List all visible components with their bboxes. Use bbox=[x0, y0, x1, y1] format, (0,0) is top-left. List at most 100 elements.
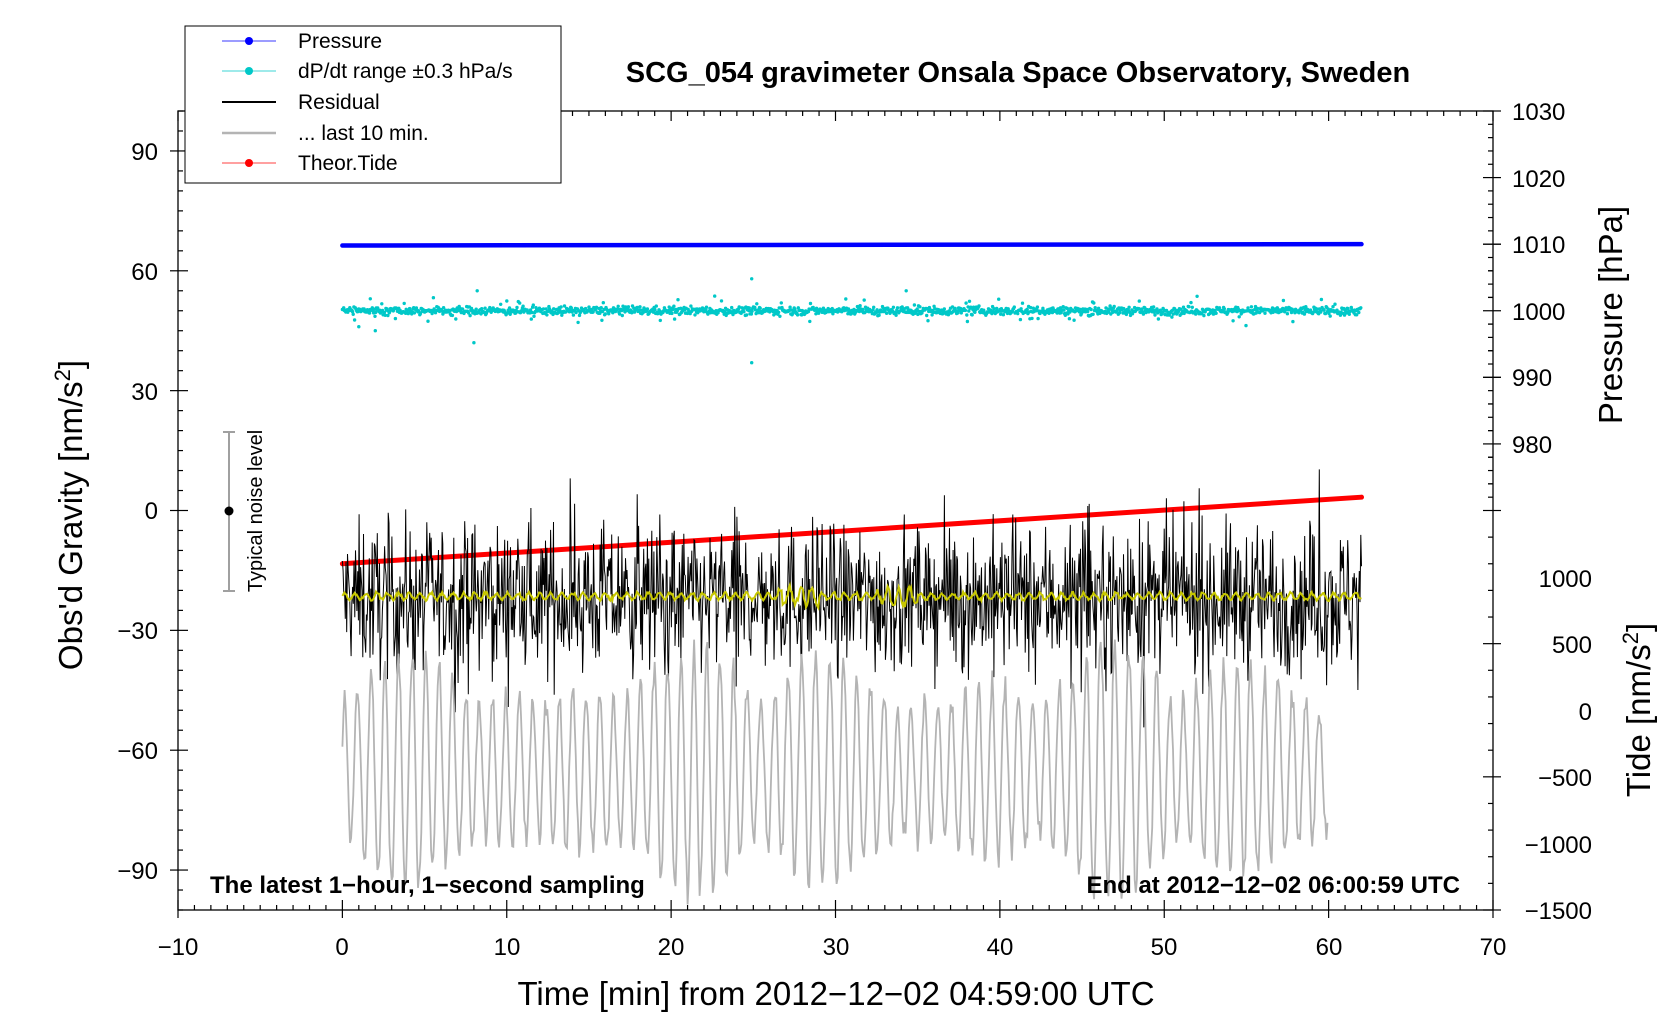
tide-axis-title: Tide [nm/s2] bbox=[1618, 623, 1657, 797]
dpdt-point bbox=[808, 301, 813, 306]
dpdt-point bbox=[1281, 298, 1286, 303]
dpdt-point bbox=[982, 308, 986, 312]
dpdt-point bbox=[545, 313, 549, 317]
dpdt-point bbox=[999, 312, 1003, 316]
dpdt-point bbox=[1018, 317, 1023, 322]
dpdt-point bbox=[894, 313, 898, 317]
dpdt-point bbox=[638, 305, 642, 309]
left-tick-label: 0 bbox=[145, 498, 158, 525]
dpdt-point bbox=[1359, 306, 1363, 310]
dpdt-point bbox=[918, 305, 922, 309]
pressure-tick-label: 1010 bbox=[1512, 232, 1565, 259]
dpdt-point bbox=[1141, 312, 1146, 316]
pressure-tick-label: 980 bbox=[1512, 432, 1552, 459]
dpdt-point bbox=[620, 313, 624, 318]
noise-level-indicator: Typical noise level bbox=[223, 430, 267, 592]
dpdt-point bbox=[1355, 313, 1359, 317]
dpdt-point bbox=[953, 306, 957, 311]
dpdt-point bbox=[776, 310, 781, 314]
dpdt-point bbox=[574, 310, 578, 315]
legend-marker bbox=[245, 67, 253, 75]
dpdt-point bbox=[753, 308, 758, 312]
left-tick-label: −60 bbox=[117, 738, 158, 765]
dpdt-point bbox=[342, 306, 346, 310]
dpdt-point bbox=[1255, 306, 1260, 311]
pressure-series bbox=[340, 241, 1364, 248]
residual-series bbox=[341, 469, 1362, 728]
dpdt-point bbox=[904, 289, 908, 293]
annotation-sampling: The latest 1−hour, 1−second sampling bbox=[210, 872, 645, 899]
dpdt-point bbox=[601, 301, 605, 305]
dpdt-point bbox=[891, 305, 896, 309]
dpdt-point bbox=[676, 298, 680, 302]
dpdt-point bbox=[1117, 311, 1122, 315]
dpdt-point bbox=[672, 317, 677, 321]
dpdt-point bbox=[474, 307, 478, 311]
left-tick-label: 60 bbox=[131, 259, 158, 286]
residual-line bbox=[341, 469, 1362, 728]
dpdt-point bbox=[373, 314, 377, 318]
tide-tick-label: 500 bbox=[1552, 632, 1592, 659]
dpdt-point bbox=[1151, 305, 1156, 309]
dpdt-point bbox=[779, 301, 783, 305]
dpdt-point bbox=[1237, 315, 1241, 319]
x-tick-label: 20 bbox=[658, 934, 685, 961]
dpdt-point bbox=[418, 311, 423, 316]
dpdt-point bbox=[362, 307, 366, 311]
dpdt-point bbox=[844, 297, 848, 301]
dpdt-point bbox=[621, 304, 625, 308]
dpdt-point bbox=[912, 303, 917, 307]
dpdt-point bbox=[1319, 297, 1324, 302]
dpdt-point bbox=[407, 306, 412, 311]
dpdt-point bbox=[704, 305, 709, 309]
dpdt-point bbox=[599, 306, 603, 310]
dpdt-point bbox=[1061, 305, 1065, 309]
dpdt-point bbox=[499, 302, 503, 306]
dpdt-point bbox=[480, 307, 484, 311]
dpdt-point bbox=[426, 319, 430, 323]
dpdt-point bbox=[530, 310, 534, 315]
dpdt-point bbox=[518, 301, 522, 305]
dpdt-point bbox=[963, 308, 968, 313]
dpdt-point bbox=[1078, 307, 1082, 312]
legend-item-tide: Theor.Tide bbox=[222, 152, 398, 175]
dpdt-point bbox=[1195, 294, 1199, 298]
dpdt-point bbox=[1137, 306, 1141, 311]
dpdt-point bbox=[357, 325, 361, 329]
dpdt-point bbox=[1086, 309, 1090, 314]
dpdt-point bbox=[560, 313, 564, 317]
legend-label: Pressure bbox=[298, 30, 382, 53]
dpdt-point bbox=[1025, 307, 1029, 311]
dpdt-point bbox=[1333, 302, 1337, 306]
dpdt-point bbox=[475, 289, 479, 293]
dpdt-point bbox=[1055, 311, 1059, 315]
pressure-tick-label: 990 bbox=[1512, 365, 1552, 392]
dpdt-point bbox=[616, 304, 620, 308]
dpdt-point bbox=[352, 318, 357, 322]
dpdt-point bbox=[704, 308, 708, 312]
dpdt-point bbox=[970, 313, 974, 317]
dpdt-point bbox=[562, 304, 567, 308]
dpdt-point bbox=[808, 319, 812, 324]
dpdt-point bbox=[905, 306, 910, 310]
dpdt-point bbox=[1036, 316, 1040, 321]
dpdt-point bbox=[552, 307, 556, 311]
dpdt-point bbox=[831, 312, 835, 316]
dpdt-point bbox=[1246, 306, 1250, 310]
dpdt-point bbox=[603, 312, 607, 316]
x-tick-label: 50 bbox=[1151, 934, 1178, 961]
dpdt-point bbox=[871, 308, 875, 312]
dpdt-point bbox=[571, 313, 576, 317]
dpdt-point bbox=[995, 306, 999, 311]
dpdt-point bbox=[1331, 305, 1335, 309]
dpdt-point bbox=[1091, 312, 1095, 316]
dpdt-point bbox=[788, 305, 792, 309]
dpdt-point bbox=[1067, 317, 1072, 321]
dpdt-point bbox=[1217, 306, 1222, 310]
dpdt-point bbox=[750, 277, 754, 281]
dpdt-point bbox=[626, 305, 631, 309]
x-tick-label: 30 bbox=[823, 934, 850, 961]
dpdt-point bbox=[967, 299, 972, 303]
tide-series bbox=[339, 494, 1364, 567]
